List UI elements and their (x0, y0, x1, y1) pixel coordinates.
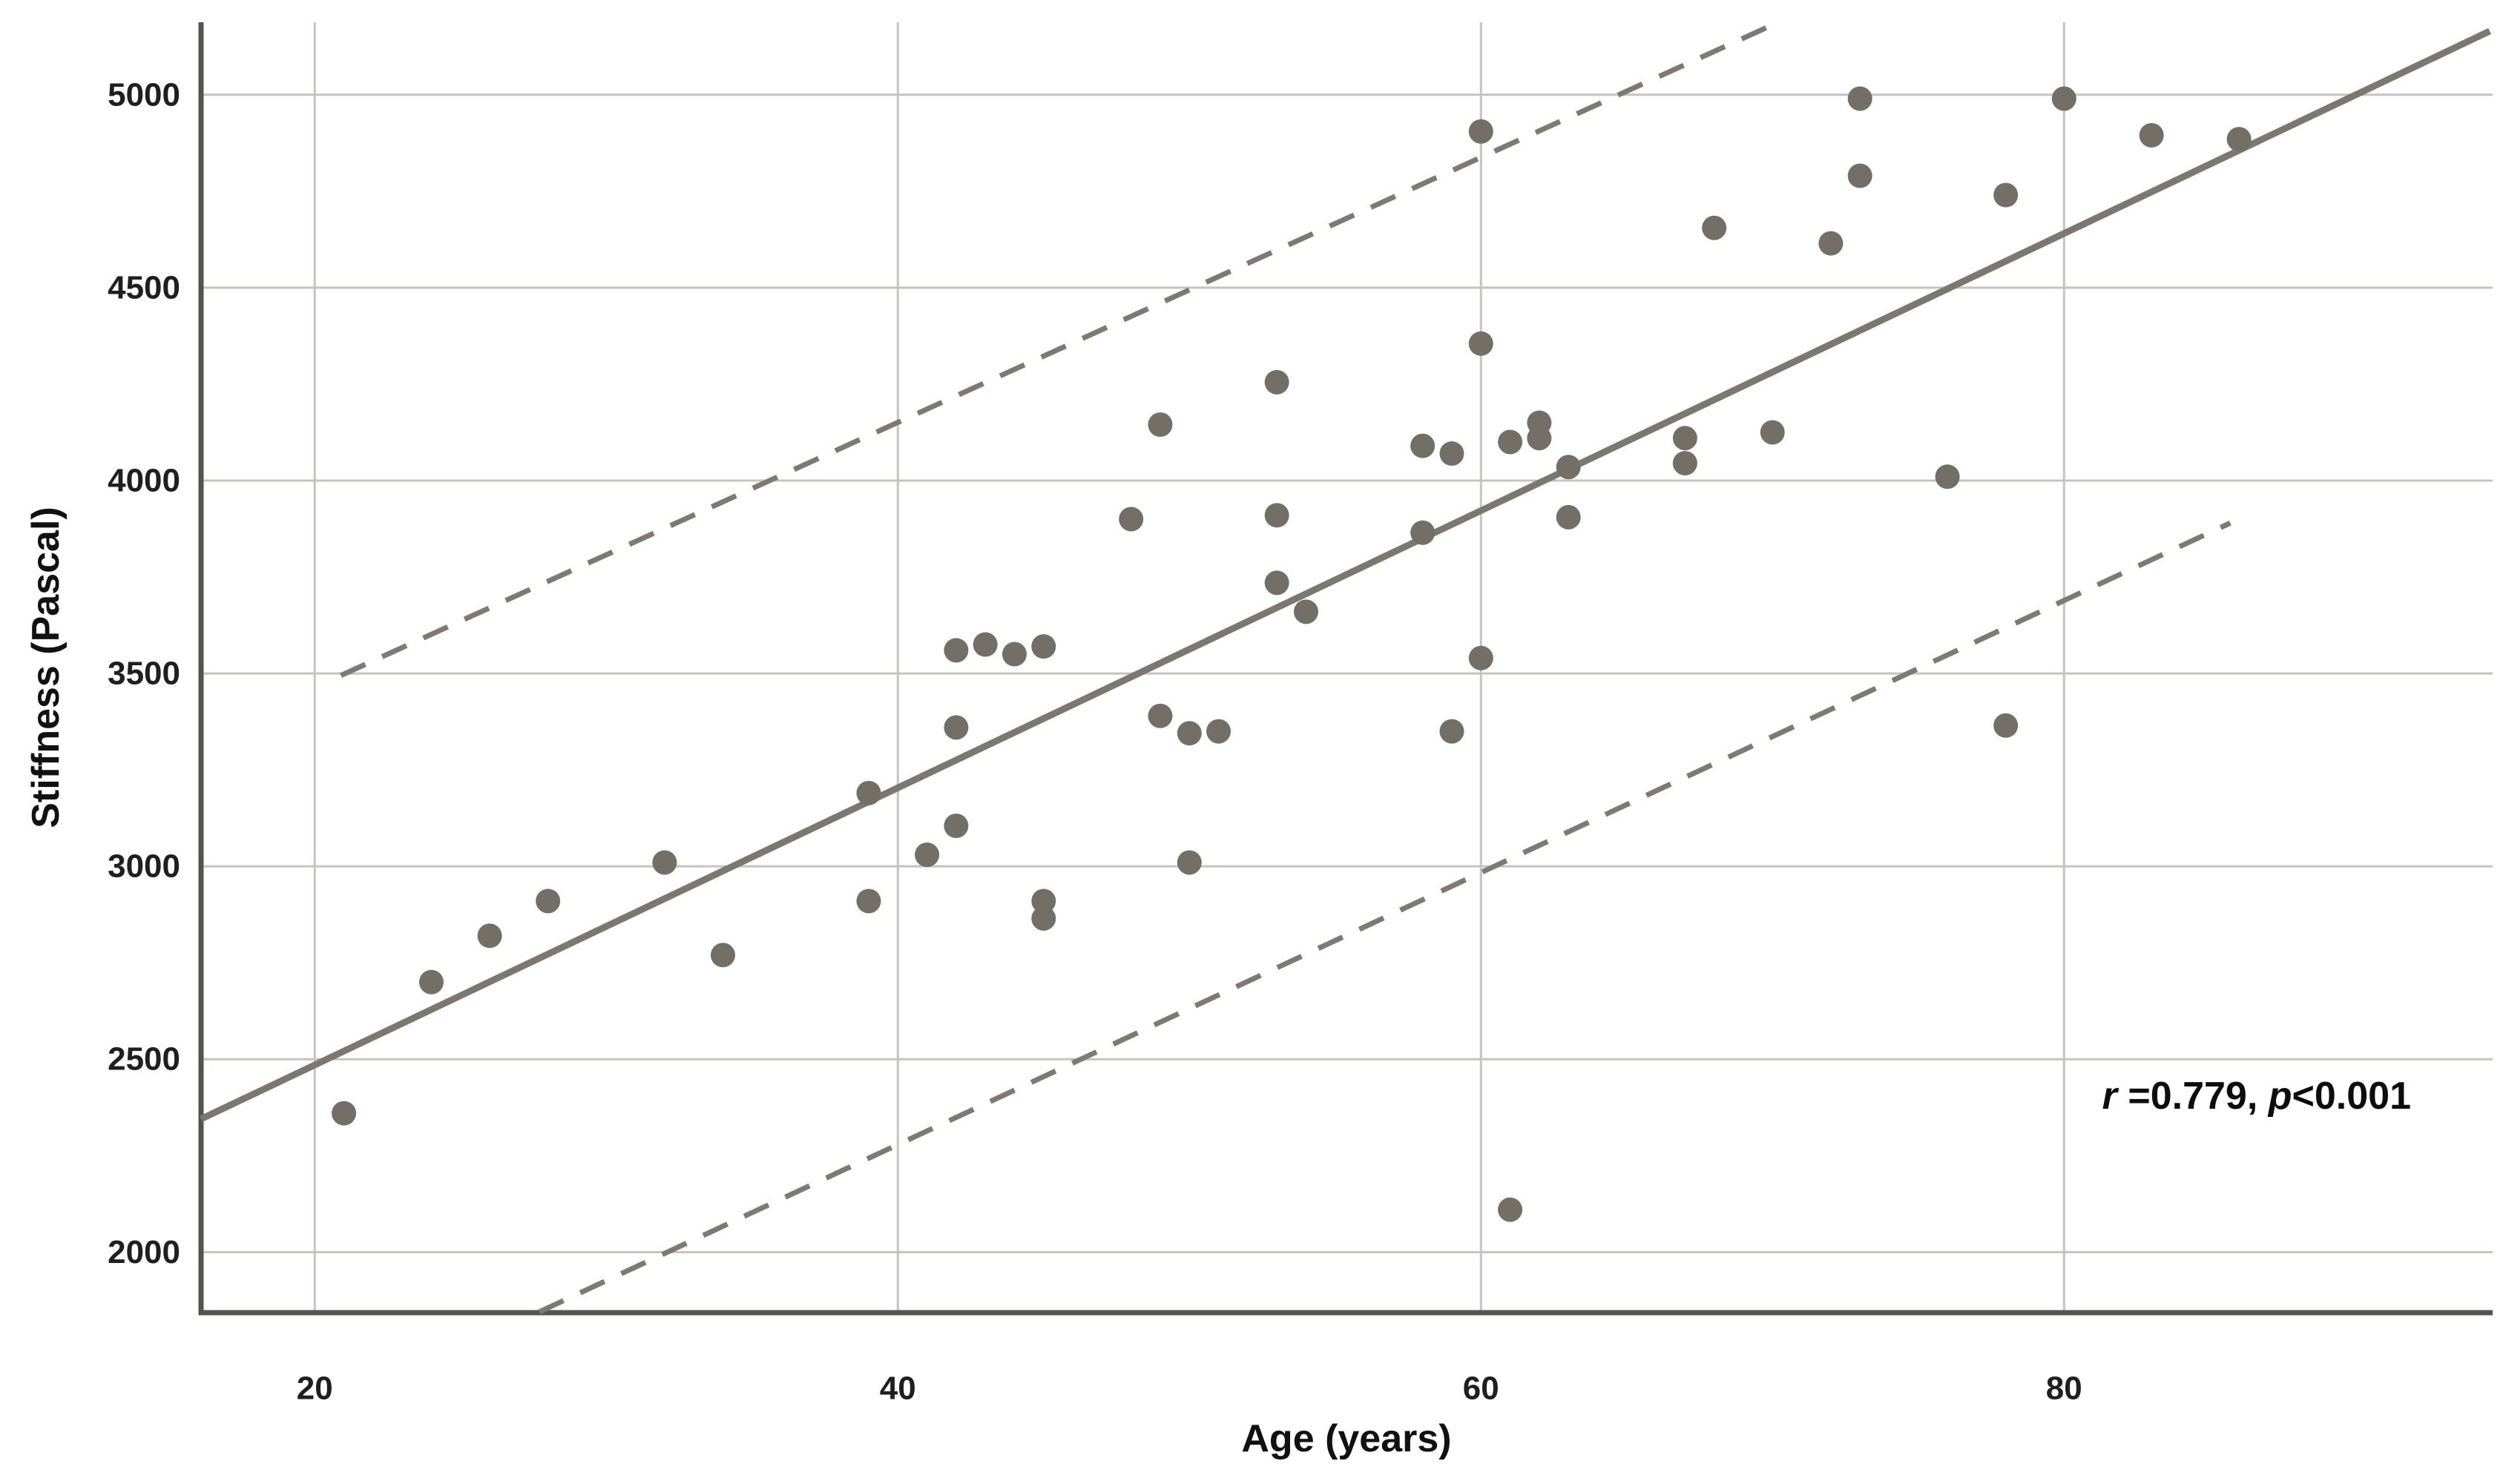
data-point (1031, 634, 1056, 659)
data-point (1993, 713, 2019, 738)
y-tick-label: 3000 (108, 848, 180, 885)
data-point (1264, 570, 1289, 596)
y-tick-label: 4000 (108, 462, 180, 498)
ci-lower-dashed (538, 521, 2232, 1315)
r-value: =0.779, (2117, 1075, 2269, 1118)
data-point (1439, 719, 1464, 744)
data-point (1264, 503, 1289, 528)
data-point (1527, 426, 1552, 451)
data-point (944, 814, 969, 839)
data-point (1002, 642, 1027, 667)
y-tick-label: 4500 (108, 269, 180, 306)
y-tick-label: 3500 (108, 656, 180, 692)
data-point (1468, 331, 1493, 356)
data-point (652, 850, 677, 875)
y-tick-label: 2000 (108, 1234, 180, 1270)
data-point (1439, 441, 1464, 466)
data-point (332, 1101, 357, 1126)
data-point (1847, 163, 1872, 188)
x-tick-label: 60 (1463, 1371, 1499, 1407)
x-tick-label: 40 (880, 1371, 916, 1407)
p-symbol: p (2268, 1075, 2292, 1118)
data-point (1031, 906, 1056, 931)
data-point (418, 969, 444, 995)
data-point (1556, 504, 1581, 530)
data-point (1818, 231, 1844, 256)
correlation-annotation: r =0.779, p<0.001 (2102, 1074, 2411, 1118)
data-point (1264, 369, 1289, 395)
data-point (1935, 464, 1960, 489)
y-tick-label: 2500 (108, 1041, 180, 1078)
data-point (1468, 119, 1493, 144)
data-point (1293, 599, 1318, 624)
data-point (710, 943, 735, 968)
data-point (856, 888, 881, 914)
data-point (1498, 429, 1523, 455)
data-point (2051, 86, 2076, 111)
data-point (1177, 721, 1202, 746)
data-point (973, 632, 998, 657)
data-point (2226, 127, 2252, 152)
data-point (1148, 412, 1173, 438)
regression-line (200, 27, 2492, 1122)
data-point (1672, 451, 1697, 476)
data-point (1410, 433, 1435, 458)
data-point (1760, 420, 1785, 445)
data-point (1206, 719, 1231, 744)
x-tick-label: 20 (297, 1371, 333, 1407)
data-point (1148, 703, 1173, 728)
data-point (1031, 888, 1056, 914)
data-point (1498, 1197, 1523, 1222)
data-point (944, 715, 969, 740)
data-point (2139, 122, 2164, 148)
data-point (1468, 645, 1493, 670)
y-tick-label: 5000 (108, 76, 180, 113)
x-tick-label: 80 (2046, 1371, 2082, 1407)
data-point (1702, 215, 1727, 240)
data-point (915, 842, 940, 868)
data-point (477, 923, 502, 949)
data-point (944, 638, 969, 663)
data-point (1410, 520, 1435, 545)
p-value: <0.001 (2292, 1075, 2412, 1118)
data-point (856, 780, 881, 805)
ci-upper-dashed (340, 19, 1780, 678)
data-point (1556, 455, 1581, 480)
data-point (1119, 507, 1144, 532)
data-point (1993, 182, 2019, 208)
r-symbol: r (2102, 1075, 2117, 1118)
data-point (536, 888, 561, 914)
data-point (1847, 86, 1872, 111)
data-point (1672, 426, 1697, 451)
y-axis-title: Stiffness (Pascal) (24, 507, 68, 828)
data-point (1177, 850, 1202, 875)
x-axis-title: Age (years) (1241, 1417, 1452, 1460)
